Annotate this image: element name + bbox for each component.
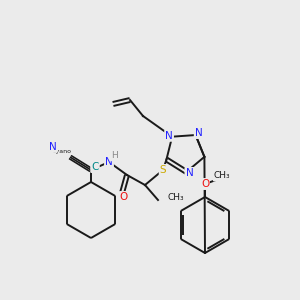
Text: O: O [201, 179, 209, 189]
Text: H: H [109, 152, 116, 161]
Text: N: N [185, 168, 193, 178]
Text: O: O [201, 179, 209, 189]
Text: CH₃: CH₃ [168, 193, 184, 202]
Text: CH₃: CH₃ [214, 172, 230, 181]
Text: cyano: cyano [52, 149, 71, 154]
Text: C: C [91, 162, 99, 172]
Text: N: N [49, 142, 57, 152]
Text: CH₃: CH₃ [214, 172, 230, 181]
Text: N: N [185, 168, 193, 178]
Text: N: N [165, 131, 173, 141]
Text: O: O [120, 192, 128, 202]
Text: S: S [160, 165, 166, 175]
Text: S: S [160, 165, 166, 175]
Text: C: C [91, 162, 99, 172]
Text: O: O [120, 192, 128, 202]
Text: N: N [105, 157, 113, 167]
Text: N: N [195, 128, 203, 138]
Text: CH₃: CH₃ [168, 193, 184, 202]
Text: H: H [111, 152, 117, 160]
Text: N: N [195, 128, 203, 138]
Text: N: N [165, 131, 173, 141]
Text: N: N [105, 157, 113, 167]
Text: N: N [49, 142, 57, 152]
